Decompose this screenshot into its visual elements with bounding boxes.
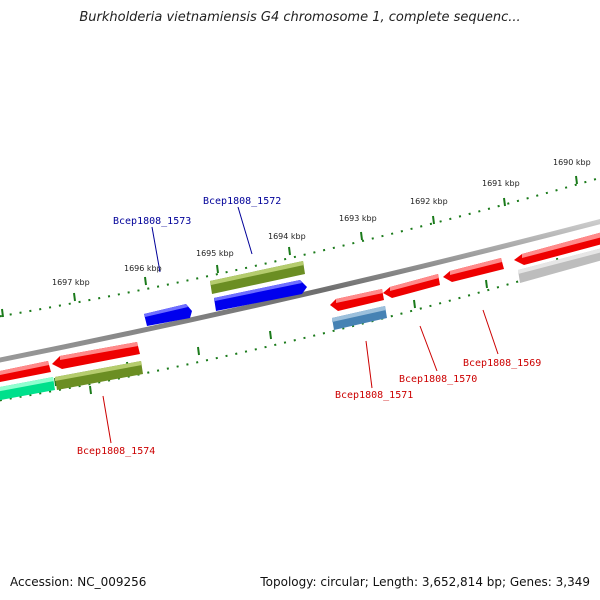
- gene-label-1573[interactable]: Bcep1808_1573: [113, 216, 191, 227]
- reverse-strand-features: [144, 261, 307, 326]
- major-tick: [288, 246, 291, 256]
- major-tick: [485, 279, 488, 289]
- gene-label-1570[interactable]: Bcep1808_1570: [399, 374, 477, 385]
- major-tick: [575, 175, 578, 185]
- gene-bcep1808-1572[interactable]: [214, 280, 307, 311]
- major-tick: [1, 308, 4, 318]
- gene-bcep1808-1574[interactable]: [55, 361, 143, 390]
- gene-label-1571[interactable]: Bcep1808_1571: [335, 390, 413, 401]
- accession-label: Accession: NC_009256: [10, 575, 147, 589]
- gene-bcep1808-1569[interactable]: [443, 258, 504, 282]
- gene-labels: Bcep1808_1573 Bcep1808_1572 Bcep1808_157…: [77, 196, 541, 457]
- grey-feature[interactable]: [518, 246, 600, 283]
- major-tick: [197, 346, 200, 356]
- major-tick: [432, 215, 435, 225]
- map-title: Burkholderia vietnamiensis G4 chromosome…: [79, 10, 521, 25]
- gene-bcep1808-1571[interactable]: [330, 289, 384, 311]
- tick-label-1692: 1692 kbp: [410, 197, 448, 206]
- olive-feature-upper[interactable]: [210, 261, 305, 294]
- tick-label-1693: 1693 kbp: [339, 214, 377, 223]
- red-feature-left-1[interactable]: [0, 361, 51, 383]
- red-feature-left-2[interactable]: [52, 342, 140, 369]
- topology-summary: Topology: circular; Length: 3,652,814 bp…: [260, 575, 590, 589]
- callout-line-1570: [419, 325, 438, 372]
- callout-line-1569: [482, 309, 499, 355]
- callout-line-1571: [365, 340, 373, 389]
- callout-line-1573: [151, 226, 161, 273]
- callout-lines: [102, 206, 499, 444]
- tick-label-1691: 1691 kbp: [482, 179, 520, 188]
- major-tick: [216, 264, 219, 274]
- callout-line-1572: [237, 206, 253, 255]
- tick-label-1695: 1695 kbp: [196, 249, 234, 258]
- tick-label-1690: 1690 kbp: [553, 158, 591, 167]
- steel-blue-feature[interactable]: [332, 306, 387, 330]
- gene-bcep1808-1570[interactable]: [383, 274, 440, 298]
- gene-label-1569[interactable]: Bcep1808_1569: [463, 358, 541, 369]
- upper-tick-track: [0, 175, 600, 318]
- major-tick: [503, 197, 506, 207]
- tick-label-1696: 1696 kbp: [124, 264, 162, 273]
- major-tick: [269, 330, 272, 340]
- gene-label-1574[interactable]: Bcep1808_1574: [77, 446, 155, 457]
- major-tick: [413, 299, 416, 309]
- callout-line-1574: [102, 395, 112, 444]
- red-feature-edge[interactable]: [514, 230, 600, 265]
- gene-label-1572[interactable]: Bcep1808_1572: [203, 196, 281, 207]
- major-tick: [73, 292, 76, 302]
- tick-labels: 1690 kbp 1691 kbp 1692 kbp 1693 kbp 1694…: [52, 158, 591, 287]
- major-tick: [144, 276, 147, 286]
- teal-feature[interactable]: [0, 377, 55, 401]
- major-tick: [360, 231, 363, 241]
- forward-strand-features: [0, 230, 600, 401]
- tick-label-1694: 1694 kbp: [268, 232, 306, 241]
- tick-label-1697: 1697 kbp: [52, 278, 90, 287]
- major-tick: [89, 385, 92, 395]
- chromosome-backbone: [0, 219, 600, 363]
- gene-bcep1808-1573[interactable]: [144, 304, 192, 326]
